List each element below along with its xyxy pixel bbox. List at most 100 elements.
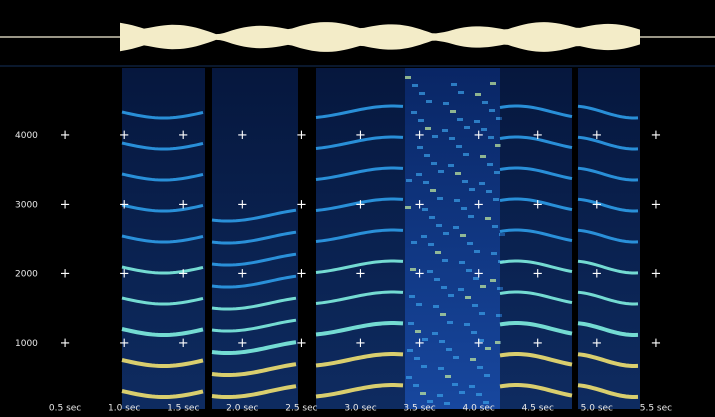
- noise-speck: [442, 259, 448, 262]
- grid-marker: +: [532, 128, 543, 143]
- grid-marker: +: [591, 128, 602, 143]
- x-tick-label: 2.5 sec: [285, 404, 317, 414]
- noise-speck: [434, 278, 440, 281]
- noise-speck: [409, 295, 415, 298]
- noise-speck: [452, 383, 458, 386]
- noise-speck: [477, 366, 483, 369]
- noise-speck: [435, 251, 441, 254]
- grid-marker: +: [591, 267, 602, 282]
- noise-speck: [490, 82, 496, 85]
- x-tick-label: 1.0 sec: [108, 404, 140, 414]
- noise-speck: [480, 155, 486, 158]
- grid-marker: +: [532, 336, 543, 351]
- noise-speck: [492, 225, 498, 228]
- noise-speck: [457, 118, 463, 121]
- noise-speck: [455, 172, 461, 175]
- grid-marker: +: [473, 197, 484, 212]
- grid-marker: +: [591, 336, 602, 351]
- grid-marker: +: [237, 336, 248, 351]
- y-tick-label: 2000: [15, 270, 38, 280]
- noise-speck: [438, 170, 444, 173]
- grid-marker: +: [414, 128, 425, 143]
- noise-speck: [406, 376, 412, 379]
- grid-marker: +: [591, 197, 602, 212]
- grid-marker: +: [650, 128, 661, 143]
- noise-speck: [446, 348, 452, 351]
- noise-speck: [411, 241, 417, 244]
- grid-marker: +: [178, 267, 189, 282]
- noise-speck: [406, 179, 412, 182]
- noise-speck: [432, 135, 438, 138]
- noise-speck: [451, 83, 457, 86]
- x-tick-label: 3.0 sec: [344, 404, 376, 414]
- noise-speck: [454, 199, 460, 202]
- noise-speck: [414, 357, 420, 360]
- grid-marker: +: [119, 336, 130, 351]
- grid-marker: +: [178, 336, 189, 351]
- noise-speck: [487, 163, 493, 166]
- noise-speck: [432, 332, 438, 335]
- grid-marker: +: [414, 267, 425, 282]
- noise-speck: [427, 270, 433, 273]
- grid-marker: +: [650, 267, 661, 282]
- noise-speck: [470, 358, 476, 361]
- spectrogram-image: [122, 68, 640, 409]
- noise-speck: [416, 303, 422, 306]
- noise-speck: [464, 323, 470, 326]
- noise-speck: [421, 235, 427, 238]
- grid-marker: +: [650, 197, 661, 212]
- noise-speck: [407, 349, 413, 352]
- noise-speck: [490, 279, 496, 282]
- noise-speck: [472, 304, 478, 307]
- grid-marker: +: [60, 197, 71, 212]
- noise-speck: [486, 190, 492, 193]
- noise-speck: [405, 206, 411, 209]
- noise-speck: [430, 189, 436, 192]
- grid-marker: +: [60, 336, 71, 351]
- noise-speck: [439, 340, 445, 343]
- noise-speck: [469, 385, 475, 388]
- grid-marker: +: [178, 197, 189, 212]
- grid-marker: +: [60, 128, 71, 143]
- noise-speck: [482, 101, 488, 104]
- noise-speck: [420, 392, 426, 395]
- grid-marker: +: [119, 128, 130, 143]
- grid-marker: +: [119, 267, 130, 282]
- grid-marker: +: [532, 267, 543, 282]
- noise-speck: [460, 234, 466, 237]
- grid-marker: +: [532, 197, 543, 212]
- grid-marker: +: [237, 267, 248, 282]
- noise-speck: [458, 288, 464, 291]
- x-tick-label: 4.5 sec: [522, 404, 554, 414]
- noise-speck: [479, 182, 485, 185]
- y-tick-label: 4000: [15, 131, 38, 141]
- chart: 10002000300040000.5 sec1.0 sec1.5 sec2.0…: [0, 0, 715, 417]
- noise-speck: [411, 111, 417, 114]
- grid-marker: +: [355, 128, 366, 143]
- x-tick-label: 1.5 sec: [167, 404, 199, 414]
- x-tick-label: 0.5 sec: [49, 404, 81, 414]
- noise-speck: [462, 180, 468, 183]
- noise-speck: [444, 402, 450, 405]
- x-tick-label: 3.5 sec: [403, 404, 435, 414]
- noise-speck: [442, 129, 448, 132]
- grid-marker: +: [473, 336, 484, 351]
- noise-speck: [443, 102, 449, 105]
- noise-speck: [466, 269, 472, 272]
- noise-speck: [479, 312, 485, 315]
- grid-marker: +: [237, 128, 248, 143]
- noise-speck: [431, 162, 437, 165]
- noise-speck: [484, 374, 490, 377]
- noise-speck: [480, 285, 486, 288]
- noise-speck: [459, 391, 465, 394]
- noise-speck: [493, 198, 499, 201]
- noise-speck: [412, 84, 418, 87]
- grid-marker: +: [355, 267, 366, 282]
- noise-speck: [428, 243, 434, 246]
- noise-speck: [447, 321, 453, 324]
- noise-speck: [408, 322, 414, 325]
- speech-segment: [212, 68, 298, 409]
- noise-speck: [424, 154, 430, 157]
- noise-speck: [458, 91, 464, 94]
- noise-speck: [423, 181, 429, 184]
